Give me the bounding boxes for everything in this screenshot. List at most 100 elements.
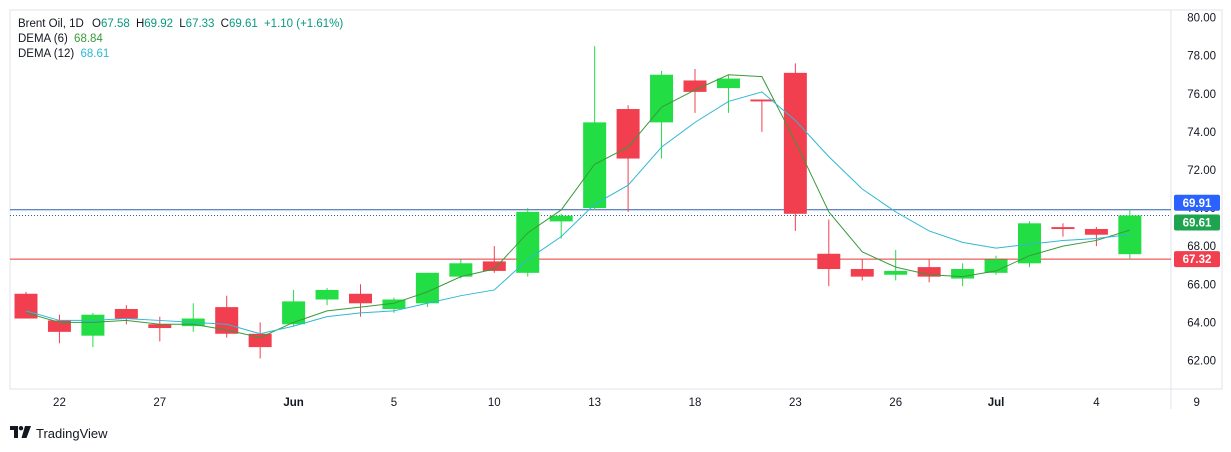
candle-body [482, 261, 506, 271]
candle-body [415, 272, 439, 304]
candle-body [650, 74, 674, 123]
y-tick-label: 78.00 [1187, 51, 1216, 63]
x-tick-label: Jul [988, 397, 1005, 409]
brand-name: TradingView [36, 426, 108, 441]
chart-legend: Brent Oil, 1D O67.58 H69.92 L67.33 C69.6… [18, 17, 343, 62]
candle-body [750, 99, 774, 102]
y-tick-label: 64.00 [1187, 317, 1216, 329]
tradingview-brand[interactable]: TradingView [10, 426, 108, 441]
tradingview-logo-icon [10, 426, 32, 441]
legend-dema12-row[interactable]: DEMA (12) 68.61 [18, 47, 343, 62]
dema12-value: 68.61 [80, 48, 110, 60]
candle-body [850, 269, 874, 277]
y-tick-label: 66.00 [1187, 279, 1216, 291]
candle-body [382, 299, 406, 310]
candle-body [81, 314, 105, 336]
series-line-dema12 [25, 91, 1130, 335]
y-tick-label: 62.00 [1187, 355, 1216, 367]
dema6-label: DEMA (6) [18, 33, 68, 45]
candle [516, 208, 540, 277]
candle [315, 288, 339, 306]
dema12-label: DEMA (12) [18, 48, 75, 60]
series-line-dema6 [25, 74, 1130, 339]
price-label-bg [1174, 251, 1220, 268]
x-tick-label: 23 [789, 397, 802, 409]
candle-body [951, 269, 975, 279]
candle [449, 259, 473, 279]
price-label-bg [1174, 214, 1220, 231]
high-label: H [135, 18, 145, 30]
candle-body [315, 289, 339, 300]
candle [984, 255, 1008, 275]
candle-body [984, 259, 1008, 273]
candle-body [148, 324, 172, 329]
candle [14, 291, 38, 319]
x-tick-label: 13 [588, 397, 601, 409]
candle [1084, 227, 1108, 247]
candle-body [1018, 223, 1041, 264]
candle-body [248, 333, 272, 348]
price-label-text: 69.61 [1183, 217, 1212, 229]
candle-body [817, 253, 841, 270]
symbol-label[interactable]: Brent Oil, 1D [18, 18, 84, 30]
candle [215, 295, 239, 338]
price-label-bg [1174, 194, 1220, 211]
legend-dema6-row[interactable]: DEMA (6) 68.84 [18, 32, 343, 47]
chart-frame[interactable]: 80.0078.0076.0074.0072.0070.0068.0066.00… [0, 0, 1231, 420]
candle-body [349, 293, 372, 304]
x-tick-label: 26 [889, 397, 902, 409]
open-label: O [92, 18, 101, 30]
close-value: 69.61 [228, 18, 258, 30]
price-label-last: 69.61 [1174, 214, 1220, 231]
y-tick-label: 68.00 [1187, 241, 1216, 253]
candle-body [282, 301, 306, 325]
candle-body [1051, 227, 1075, 230]
candle-body [583, 122, 607, 209]
candle-body [549, 215, 573, 222]
candle-body [215, 307, 239, 334]
candle [1118, 209, 1142, 259]
candle [850, 259, 874, 281]
price-label-high: 69.91 [1174, 194, 1220, 211]
chart-border [9, 9, 1223, 390]
candle-body [516, 211, 540, 273]
x-tick-label: 18 [689, 397, 702, 409]
candle [616, 105, 640, 212]
candle [716, 74, 740, 113]
price-label-support: 67.32 [1174, 251, 1220, 268]
dema6-value: 68.84 [74, 33, 103, 45]
x-tick-label: 10 [488, 397, 501, 409]
legend-ohlc-row: Brent Oil, 1D O67.58 H69.92 L67.33 C69.6… [18, 17, 343, 32]
candle [282, 289, 306, 327]
y-tick-label: 74.00 [1187, 127, 1216, 139]
candle [884, 249, 908, 281]
candle [783, 63, 807, 231]
candlestick-chart[interactable]: 80.0078.0076.0074.0072.0070.0068.0066.00… [0, 0, 1231, 420]
candle [683, 69, 707, 113]
candle [583, 46, 607, 210]
price-label-text: 69.91 [1183, 198, 1212, 210]
candle-body [449, 263, 473, 277]
candle [81, 312, 105, 348]
candle-body [47, 320, 71, 332]
candle [951, 263, 975, 287]
candle-body [616, 109, 640, 159]
candle-body [716, 78, 740, 89]
y-tick-label: 76.00 [1187, 89, 1216, 101]
candle [382, 297, 406, 313]
candle [750, 99, 774, 132]
candle-body [917, 267, 941, 277]
y-tick-label: 80.00 [1187, 13, 1216, 25]
low-label: L [179, 18, 186, 30]
candle [47, 314, 71, 344]
candle [248, 322, 272, 359]
candle [1051, 223, 1075, 237]
x-tick-label: 27 [153, 397, 166, 409]
candle [549, 213, 573, 239]
candle [415, 272, 439, 308]
change-value: +1.10 (+1.61%) [263, 18, 344, 30]
low-value: 67.33 [185, 18, 215, 30]
candle-body [114, 309, 138, 319]
candle [181, 303, 205, 332]
candle [650, 70, 674, 159]
